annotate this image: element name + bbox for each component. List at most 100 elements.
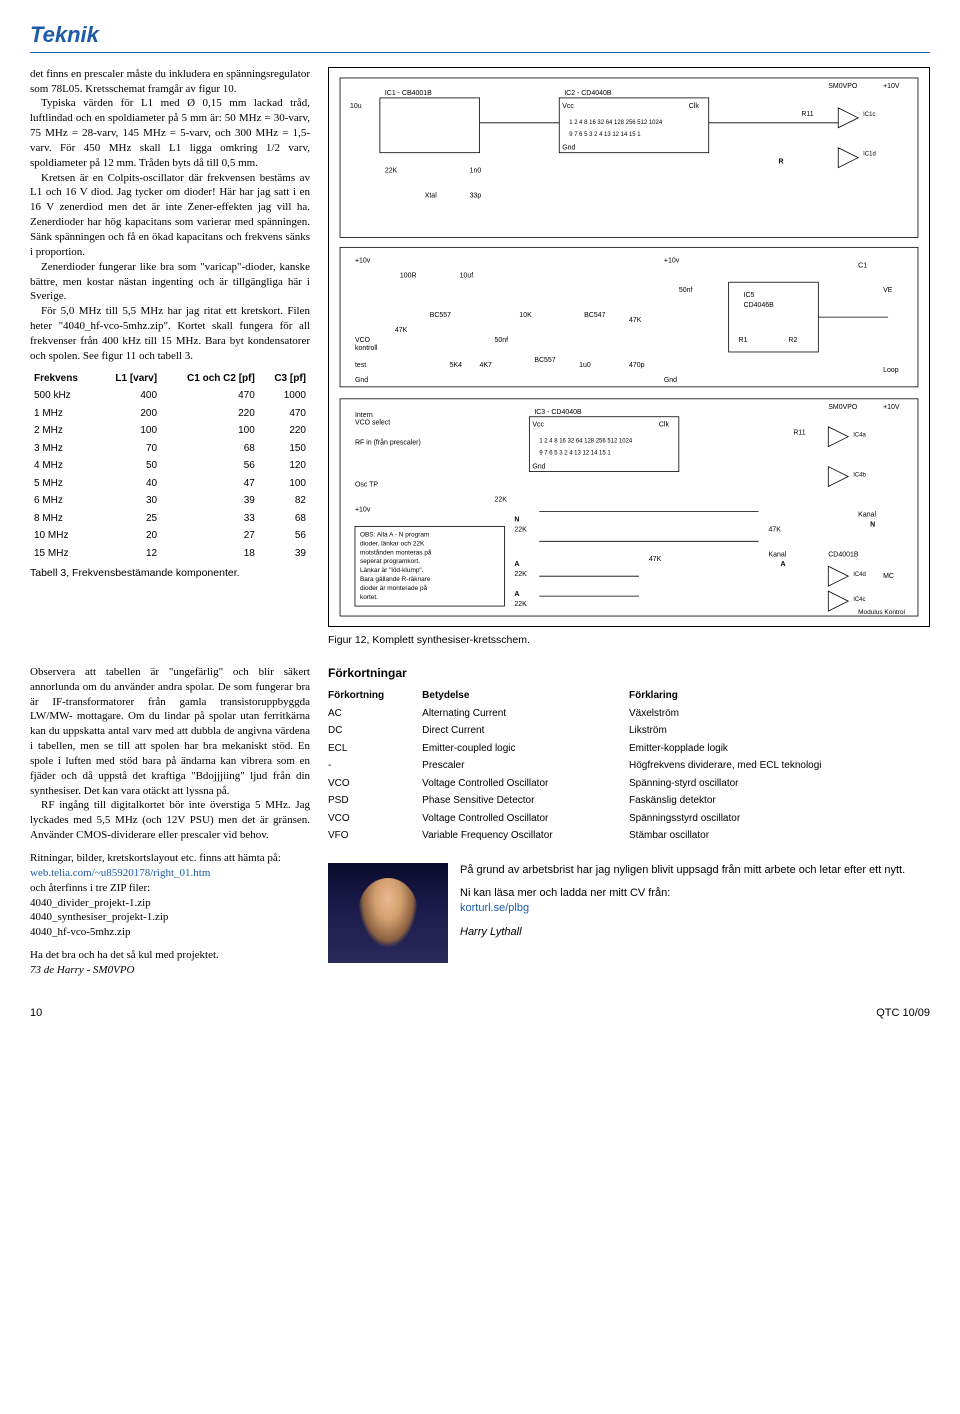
table-cell: 5 MHz bbox=[30, 475, 97, 493]
table-row: 4 MHz5056120 bbox=[30, 457, 310, 475]
table-row: PSDPhase Sensitive DetectorFaskänslig de… bbox=[328, 792, 930, 810]
author-bio-box: På grund av arbetsbrist har jag nyligen … bbox=[328, 863, 930, 963]
table-cell: 39 bbox=[161, 492, 259, 510]
author-name: Harry Lythall bbox=[460, 925, 905, 940]
table-cell: 40 bbox=[97, 475, 161, 493]
svg-text:SM0VPO: SM0VPO bbox=[828, 83, 858, 90]
svg-text:Gnd: Gnd bbox=[355, 377, 368, 384]
para: För 5,0 MHz till 5,5 MHz har jag ritat e… bbox=[30, 304, 310, 363]
author-text: På grund av arbetsbrist har jag nyligen … bbox=[460, 863, 905, 963]
svg-text:Loop: Loop bbox=[883, 367, 899, 374]
svg-text:22K: 22K bbox=[514, 526, 527, 533]
svg-text:A: A bbox=[514, 561, 519, 568]
table-cell: Emitter-coupled logic bbox=[422, 740, 629, 758]
svg-text:Modulus Kontrol: Modulus Kontrol bbox=[858, 609, 905, 616]
table-row: VFOVariable Frequency OscillatorStämbar … bbox=[328, 827, 930, 845]
table-cell: 39 bbox=[259, 545, 310, 563]
right-column: IC1 - CB4001B IC2 - CD4040B Vcc Clk Gnd … bbox=[328, 67, 930, 661]
table-cell: Emitter-kopplade logik bbox=[629, 740, 930, 758]
article-body: det finns en prescaler måste du inkluder… bbox=[30, 67, 310, 364]
table-cell: PSD bbox=[328, 792, 422, 810]
svg-text:R2: R2 bbox=[788, 337, 797, 344]
link-line: web.telia.com/~u85920178/right_01.htm bbox=[30, 866, 310, 881]
svg-text:Länkar är "löd-klump".: Länkar är "löd-klump". bbox=[360, 567, 424, 574]
table-cell: 470 bbox=[161, 387, 259, 405]
left-column: det finns en prescaler måste du inkluder… bbox=[30, 67, 310, 661]
table-cell: Spänningsstyrd oscillator bbox=[629, 810, 930, 828]
svg-text:IC1 - CB4001B: IC1 - CB4001B bbox=[385, 90, 432, 97]
table-cell: VCO bbox=[328, 775, 422, 793]
table-row: 10 MHz202756 bbox=[30, 527, 310, 545]
svg-text:9 7 6 5 3 2 4 13 12 14 15 1: 9 7 6 5 3 2 4 13 12 14 15 1 bbox=[569, 131, 641, 137]
svg-text:dioder är monterade på: dioder är monterade på bbox=[360, 584, 428, 592]
table-row: 500 kHz4004701000 bbox=[30, 387, 310, 405]
table-cell: 56 bbox=[259, 527, 310, 545]
th: Förkortning bbox=[328, 687, 422, 705]
download-link[interactable]: web.telia.com/~u85920178/right_01.htm bbox=[30, 867, 210, 879]
table-cell: 120 bbox=[259, 457, 310, 475]
svg-text:1 2 4 8 16 32 64 128 256 512 1: 1 2 4 8 16 32 64 128 256 512 1024 bbox=[539, 438, 633, 444]
zip-file: 4040_divider_projekt-1.zip bbox=[30, 896, 310, 911]
figure-12-caption: Figur 12, Komplett synthesiser-kretssche… bbox=[328, 633, 930, 647]
table-cell: 15 MHz bbox=[30, 545, 97, 563]
svg-text:IC1d: IC1d bbox=[863, 151, 876, 157]
svg-text:+10V: +10V bbox=[883, 83, 900, 90]
svg-text:+10v: +10v bbox=[355, 506, 371, 513]
lower-left-column: Observera att tabellen är "ungefärlig" o… bbox=[30, 665, 310, 978]
svg-text:seperat programkort.: seperat programkort. bbox=[360, 558, 420, 565]
svg-text:R11: R11 bbox=[801, 111, 813, 118]
svg-text:kortet.: kortet. bbox=[360, 594, 378, 601]
svg-text:4K7: 4K7 bbox=[480, 362, 493, 369]
table-cell: AC bbox=[328, 705, 422, 723]
table-row: 5 MHz4047100 bbox=[30, 475, 310, 493]
svg-text:R: R bbox=[778, 158, 783, 165]
table-cell: Högfrekvens dividerare, med ECL teknolog… bbox=[629, 757, 930, 775]
table-cell: VFO bbox=[328, 827, 422, 845]
svg-text:VE: VE bbox=[883, 287, 893, 294]
table-row: 15 MHz121839 bbox=[30, 545, 310, 563]
table-cell: 150 bbox=[259, 440, 310, 458]
svg-text:22K: 22K bbox=[494, 496, 507, 503]
th: Förklaring bbox=[629, 687, 930, 705]
lower-columns: Observera att tabellen är "ungefärlig" o… bbox=[30, 665, 930, 978]
author-cv-intro: Ni kan läsa mer och ladda ner mitt CV fr… bbox=[460, 887, 670, 899]
page-number: 10 bbox=[30, 1006, 42, 1021]
author-photo bbox=[328, 863, 448, 963]
table-cell: 100 bbox=[97, 422, 161, 440]
para: och återfinns i tre ZIP filer: bbox=[30, 881, 310, 896]
table-cell: Växelström bbox=[629, 705, 930, 723]
svg-text:A: A bbox=[514, 591, 519, 598]
table-cell: 20 bbox=[97, 527, 161, 545]
svg-text:10uf: 10uf bbox=[460, 272, 474, 279]
abbreviations-table: Förkortning Betydelse Förklaring ACAlter… bbox=[328, 687, 930, 845]
svg-text:47K: 47K bbox=[629, 317, 642, 324]
table-cell: VCO bbox=[328, 810, 422, 828]
issue-label: QTC 10/09 bbox=[876, 1006, 930, 1021]
author-cv-link[interactable]: korturl.se/plbg bbox=[460, 902, 529, 914]
table-cell: ECL bbox=[328, 740, 422, 758]
th: Frekvens bbox=[30, 370, 97, 388]
table-cell: 25 bbox=[97, 510, 161, 528]
para: Observera att tabellen är "ungefärlig" o… bbox=[30, 665, 310, 799]
table-cell: 6 MHz bbox=[30, 492, 97, 510]
svg-text:IC4a: IC4a bbox=[853, 432, 866, 438]
svg-text:kontroll: kontroll bbox=[355, 345, 378, 352]
table-row: ECLEmitter-coupled logicEmitter-kopplade… bbox=[328, 740, 930, 758]
svg-text:IC4b: IC4b bbox=[853, 472, 866, 478]
svg-text:CD4046B: CD4046B bbox=[744, 302, 775, 309]
lower-right-column: Förkortningar Förkortning Betydelse Förk… bbox=[328, 665, 930, 978]
svg-text:OBS: Alla A - N program: OBS: Alla A - N program bbox=[360, 531, 429, 538]
signoff: Ha det bra och ha det så kul med projekt… bbox=[30, 948, 310, 963]
svg-text:1u0: 1u0 bbox=[579, 362, 591, 369]
table-cell: 50 bbox=[97, 457, 161, 475]
svg-text:1 2 4 8 16 32 64 128 256 512 1: 1 2 4 8 16 32 64 128 256 512 1024 bbox=[569, 119, 663, 125]
table-row: 8 MHz253368 bbox=[30, 510, 310, 528]
schematic-figure-12: IC1 - CB4001B IC2 - CD4040B Vcc Clk Gnd … bbox=[328, 67, 930, 627]
table-row: 3 MHz7068150 bbox=[30, 440, 310, 458]
table-cell: 1 MHz bbox=[30, 405, 97, 423]
main-columns: det finns en prescaler måste du inkluder… bbox=[30, 67, 930, 661]
svg-text:Gnd: Gnd bbox=[532, 463, 545, 470]
table-cell: 220 bbox=[259, 422, 310, 440]
zip-file: 4040_synthesiser_projekt-1.zip bbox=[30, 910, 310, 925]
signoff-author: 73 de Harry - SM0VPO bbox=[30, 963, 310, 978]
